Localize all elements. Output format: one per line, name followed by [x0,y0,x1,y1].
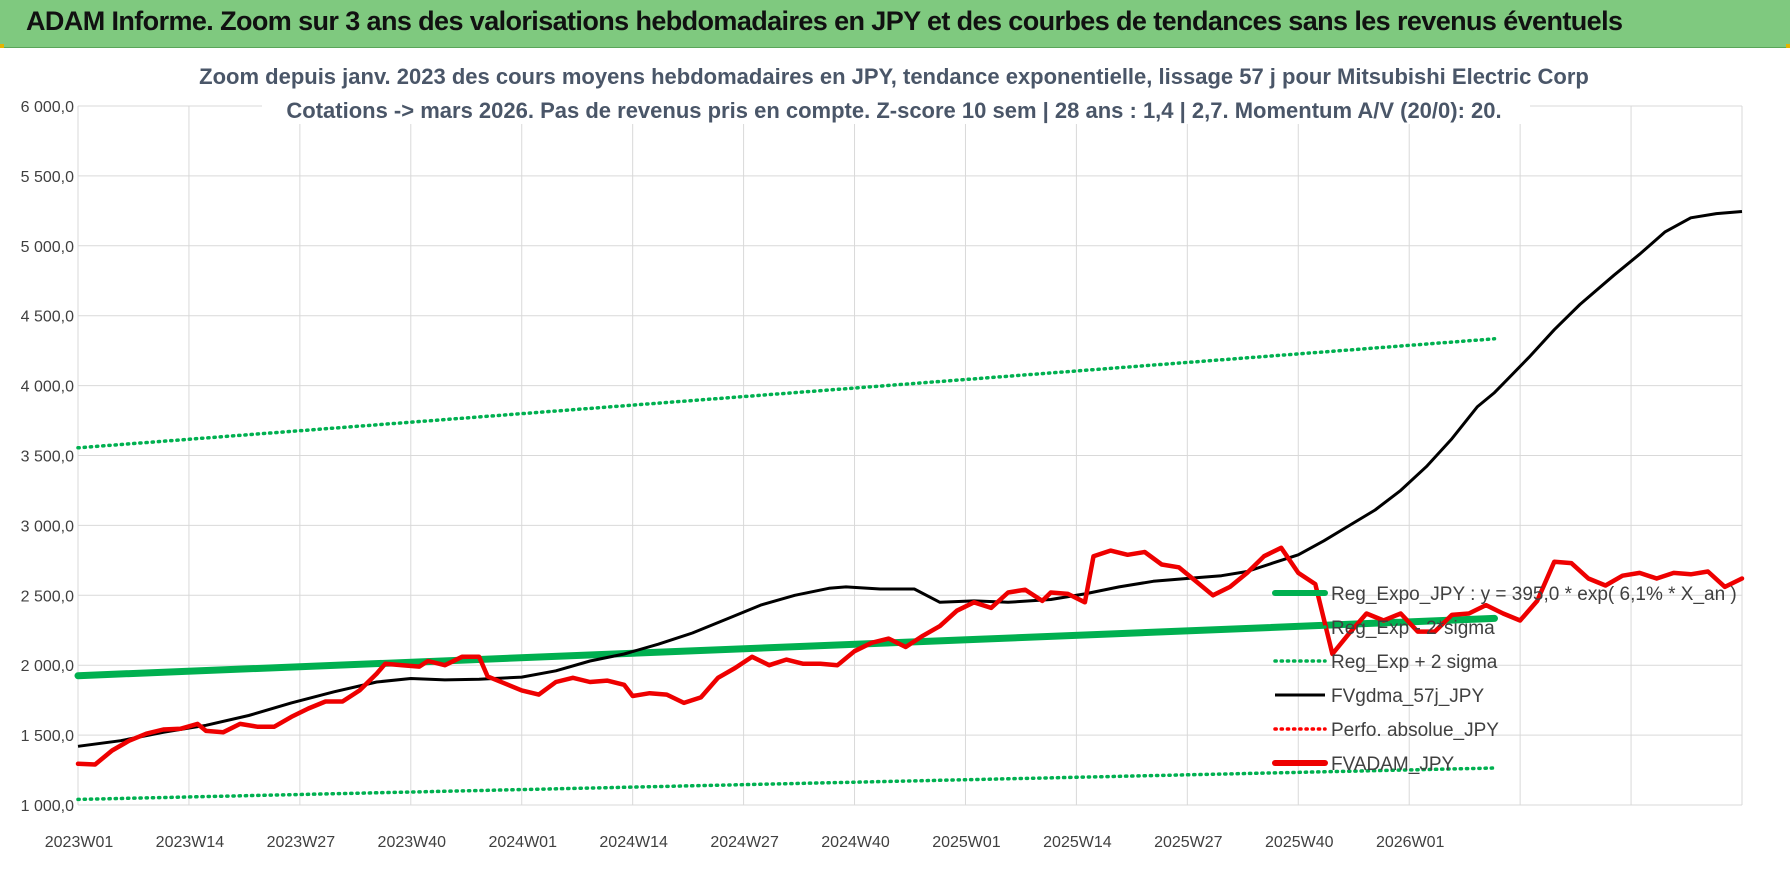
legend: Reg_Expo_JPY : y = 395,0 * exp( 6,1% * X… [1272,584,1737,775]
y-tick-label: 4 000,0 [21,379,74,396]
x-tick-label: 2023W14 [156,834,225,851]
legend-label: Reg_Exp - 2*sigma [1331,618,1495,639]
legend-label: FVADAM_JPY [1331,754,1455,775]
line-chart: Zoom depuis janv. 2023 des cours moyens … [21,58,1745,851]
y-tick-labels: 1 000,0 1 500,0 2 000,0 2 500,0 3 000,0 3 500… [21,99,74,815]
y-tick-label: 2 000,0 [21,658,74,675]
y-tick-label: 2 500,0 [21,588,74,605]
x-tick-label: 2023W01 [45,834,114,851]
subtitle-line: Zoom depuis janv. 2023 des cours moyens … [199,64,1589,89]
x-tick-label: 2024W27 [710,834,779,851]
series-line-reg-exp [76,337,1497,450]
x-tick-label: 2026W01 [1376,834,1445,851]
report-banner: ADAM Informe. Zoom sur 3 ans des valoris… [0,0,1790,48]
legend-label: Perfo. absolue_JPY [1331,720,1499,741]
banner-corner-left [0,44,4,48]
x-tick-label: 2025W40 [1265,834,1334,851]
x-tick-label: 2023W40 [378,834,447,851]
y-tick-label: 1 500,0 [21,728,74,745]
y-tick-label: 1 000,0 [21,798,74,815]
series-line-reg-expo-jpy [74,614,1498,680]
x-tick-label: 2024W01 [488,834,557,851]
legend-label: Reg_Expo_JPY : y = 395,0 * exp( 6,1% * X… [1331,584,1737,605]
series-line-fvgdma-57j-jpy [77,210,1743,748]
chart-subtitle: Zoom depuis janv. 2023 des cours moyens … [199,58,1589,124]
x-tick-label: 2025W01 [932,834,1001,851]
x-tick-label: 2023W27 [267,834,336,851]
x-tick-label: 2025W14 [1043,834,1112,851]
x-tick-label: 2024W14 [599,834,668,851]
y-tick-label: 4 500,0 [21,309,74,326]
x-tick-label: 2025W27 [1154,834,1223,851]
subtitle-background [262,58,1530,124]
y-tick-label: 3 000,0 [21,518,74,535]
legend-label: FVgdma_57j_JPY [1331,686,1484,707]
y-tick-label: 6 000,0 [21,99,74,116]
banner-title: ADAM Informe. Zoom sur 3 ans des valoris… [26,6,1623,36]
series-lines [74,210,1745,802]
banner-corner-right [1786,44,1790,48]
x-tick-label: 2024W40 [821,834,890,851]
legend-label: Reg_Exp + 2 sigma [1331,652,1498,673]
subtitle-line: Cotations -> mars 2026. Pas de revenus p… [286,98,1501,123]
y-tick-label: 5 000,0 [21,239,74,256]
y-tick-label: 5 500,0 [21,169,74,186]
x-tick-labels: 2023W01 2023W14 2023W27 2023W40 2024W01 2024W… [45,834,1445,851]
series-line-fvadam-jpy [75,545,1745,767]
series-line-reg-exp [76,766,1497,802]
y-tick-label: 3 500,0 [21,449,74,466]
